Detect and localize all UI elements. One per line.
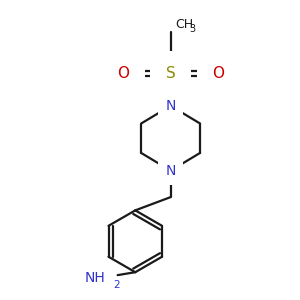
Text: O: O [117,66,129,81]
Text: O: O [212,66,224,81]
Text: CH: CH [175,18,193,31]
Text: 3: 3 [190,24,196,34]
Text: NH: NH [85,271,106,285]
Text: N: N [165,99,176,113]
Text: 2: 2 [113,280,120,290]
Text: S: S [166,66,176,81]
Text: N: N [165,164,176,178]
